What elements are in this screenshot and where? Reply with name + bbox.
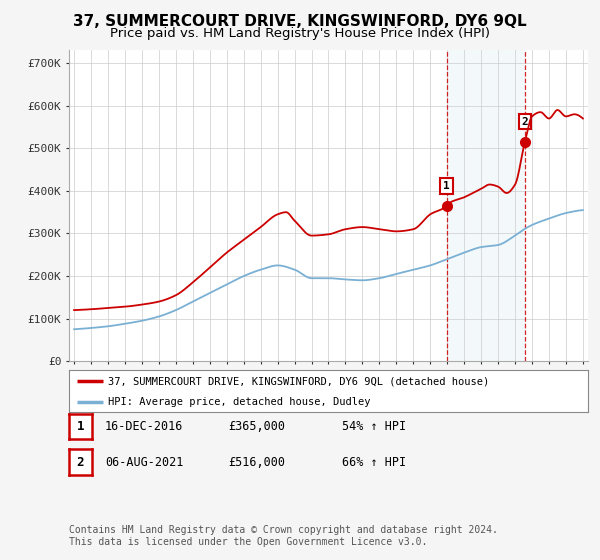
- Text: 37, SUMMERCOURT DRIVE, KINGSWINFORD, DY6 9QL (detached house): 37, SUMMERCOURT DRIVE, KINGSWINFORD, DY6…: [108, 376, 489, 386]
- Text: 16-DEC-2016: 16-DEC-2016: [105, 420, 184, 433]
- Text: 2: 2: [521, 116, 529, 127]
- Text: 54% ↑ HPI: 54% ↑ HPI: [342, 420, 406, 433]
- Text: £516,000: £516,000: [228, 455, 285, 469]
- Text: 06-AUG-2021: 06-AUG-2021: [105, 455, 184, 469]
- Text: Contains HM Land Registry data © Crown copyright and database right 2024.
This d: Contains HM Land Registry data © Crown c…: [69, 525, 498, 547]
- Text: 66% ↑ HPI: 66% ↑ HPI: [342, 455, 406, 469]
- Text: £365,000: £365,000: [228, 420, 285, 433]
- Text: 1: 1: [77, 420, 84, 433]
- Text: HPI: Average price, detached house, Dudley: HPI: Average price, detached house, Dudl…: [108, 398, 370, 407]
- Text: 1: 1: [443, 181, 450, 191]
- Text: 2: 2: [77, 455, 84, 469]
- Text: 37, SUMMERCOURT DRIVE, KINGSWINFORD, DY6 9QL: 37, SUMMERCOURT DRIVE, KINGSWINFORD, DY6…: [73, 14, 527, 29]
- Text: Price paid vs. HM Land Registry's House Price Index (HPI): Price paid vs. HM Land Registry's House …: [110, 27, 490, 40]
- Bar: [446, 50, 525, 361]
